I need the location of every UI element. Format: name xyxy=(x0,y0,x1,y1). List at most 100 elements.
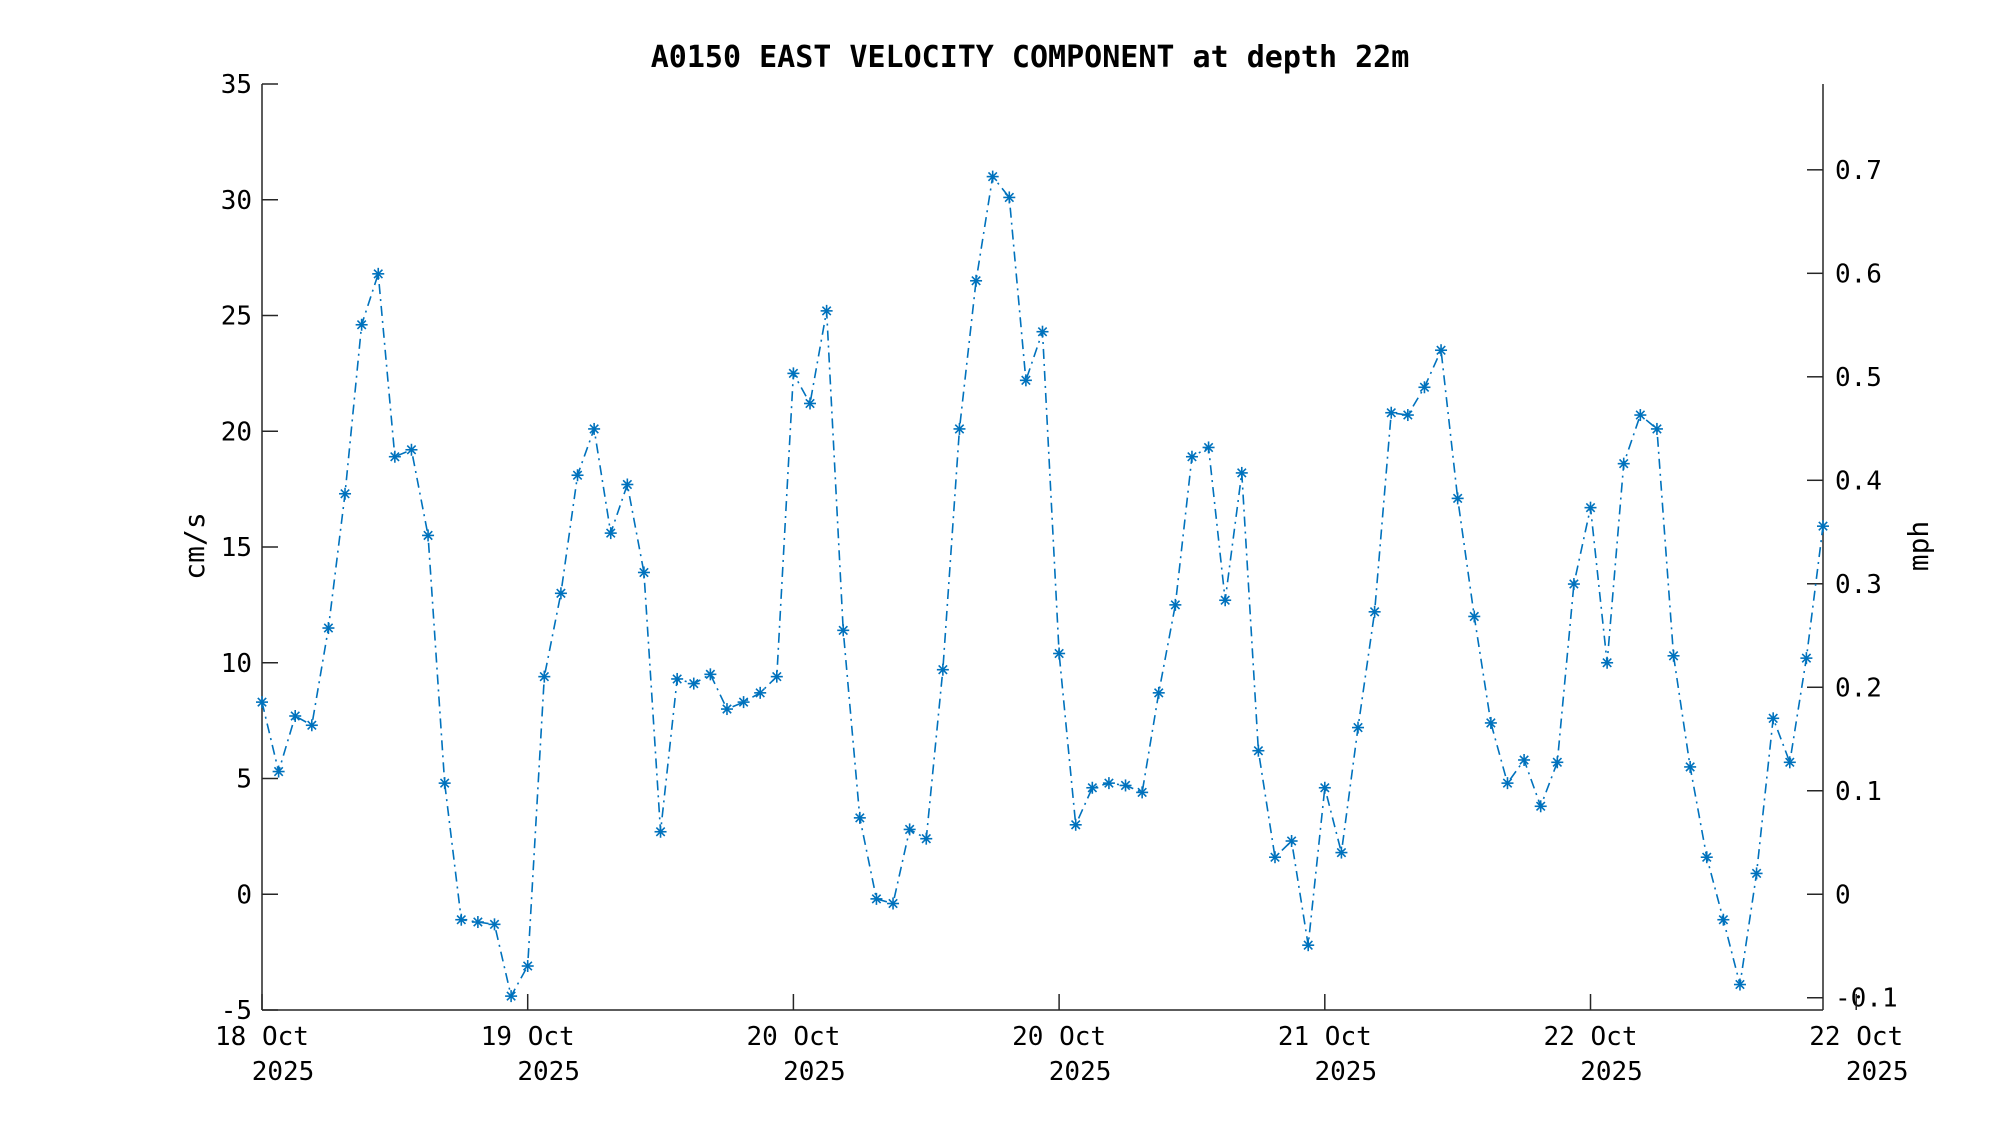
data-point xyxy=(1252,744,1265,757)
y-tick-label-right: 0.7 xyxy=(1835,156,1882,186)
data-point xyxy=(1518,753,1531,766)
y-tick-label-right: 0.6 xyxy=(1835,259,1882,289)
x-tick-label-date: 20 Oct xyxy=(1012,1022,1106,1052)
data-point xyxy=(1086,781,1099,794)
y-tick-label-left: 35 xyxy=(221,70,252,100)
y-tick-label-right: 0.3 xyxy=(1835,570,1882,600)
data-point xyxy=(1684,760,1697,773)
y-tick-label-right: 0.2 xyxy=(1835,673,1882,703)
data-point xyxy=(687,677,700,690)
data-point xyxy=(704,668,717,681)
data-point xyxy=(372,267,385,280)
data-point xyxy=(787,367,800,380)
data-point xyxy=(1767,712,1780,725)
x-tick-label-date: 22 Oct xyxy=(1809,1022,1903,1052)
series-layer xyxy=(256,170,1829,1003)
data-point xyxy=(1136,786,1149,799)
data-point xyxy=(322,622,335,635)
data-point xyxy=(1667,649,1680,662)
x-tick-label-date: 20 Oct xyxy=(746,1022,840,1052)
data-point xyxy=(953,422,966,435)
data-point xyxy=(1102,777,1115,790)
data-point xyxy=(1601,656,1614,669)
y-tick-label-left: 15 xyxy=(221,533,252,563)
data-point xyxy=(1352,721,1365,734)
data-point xyxy=(305,719,318,732)
data-point xyxy=(1435,344,1448,357)
data-point xyxy=(654,825,667,838)
data-point xyxy=(1617,457,1630,470)
data-point xyxy=(1003,191,1016,204)
y-tick-label-right: 0 xyxy=(1835,880,1851,910)
data-point xyxy=(870,892,883,905)
data-point xyxy=(1219,594,1232,607)
data-point xyxy=(1385,406,1398,419)
data-point xyxy=(920,832,933,845)
x-tick-label-year: 2025 xyxy=(1314,1057,1377,1087)
data-point xyxy=(521,960,534,973)
data-point xyxy=(388,450,401,463)
data-point xyxy=(1019,374,1032,387)
x-tick-label-date: 18 Oct xyxy=(215,1022,309,1052)
data-point xyxy=(256,696,268,709)
data-point xyxy=(936,663,949,676)
data-point xyxy=(355,318,368,331)
data-point xyxy=(970,274,983,287)
data-point xyxy=(422,529,435,542)
data-point xyxy=(1185,450,1198,463)
y-tick-label-left: 30 xyxy=(221,186,252,216)
data-point xyxy=(804,397,817,410)
data-point xyxy=(754,686,767,699)
data-point xyxy=(1717,913,1730,926)
data-point xyxy=(1268,851,1281,864)
y-tick-label-left: 0 xyxy=(236,880,252,910)
y-tick-label-right: 0.4 xyxy=(1835,466,1882,496)
data-point xyxy=(471,916,484,929)
data-point xyxy=(1567,578,1580,591)
data-point xyxy=(1169,598,1182,611)
data-point xyxy=(770,670,783,683)
x-tick-label-year: 2025 xyxy=(517,1057,580,1087)
data-point xyxy=(1152,686,1165,699)
data-point xyxy=(903,823,916,836)
y-axis-label-left: cm/s xyxy=(178,512,211,579)
y-tick-label-left: -5 xyxy=(221,996,252,1026)
x-tick-label-year: 2025 xyxy=(1049,1057,1112,1087)
x-tick-label-year: 2025 xyxy=(783,1057,846,1087)
data-point xyxy=(1318,781,1331,794)
data-point xyxy=(671,672,684,685)
y-tick-label-left: 20 xyxy=(221,417,252,447)
data-point xyxy=(1302,939,1315,952)
data-point xyxy=(1750,867,1763,880)
data-point xyxy=(1534,800,1547,813)
data-point xyxy=(837,624,850,637)
y-tick-label-left: 10 xyxy=(221,649,252,679)
data-point xyxy=(405,443,418,456)
data-point xyxy=(1235,466,1248,479)
data-point xyxy=(289,709,302,722)
data-point xyxy=(1650,422,1663,435)
chart-title: A0150 EAST VELOCITY COMPONENT at depth 2… xyxy=(651,40,1410,75)
data-point xyxy=(820,304,833,317)
data-point xyxy=(538,670,551,683)
data-point xyxy=(1053,647,1066,660)
data-point xyxy=(621,478,634,491)
y-tick-label-right: 0.5 xyxy=(1835,363,1882,393)
data-point xyxy=(588,422,601,435)
data-point xyxy=(1817,520,1829,533)
data-point xyxy=(1335,846,1348,859)
data-point xyxy=(1551,756,1564,769)
data-point xyxy=(1501,777,1514,790)
y-axis-label-right: mph xyxy=(1902,521,1935,572)
data-point xyxy=(887,897,900,910)
data-point xyxy=(1451,492,1464,505)
data-point xyxy=(505,990,518,1003)
data-point xyxy=(737,696,750,709)
data-point xyxy=(554,587,567,600)
data-point xyxy=(720,703,733,716)
data-point xyxy=(853,811,866,824)
x-tick-label-year: 2025 xyxy=(252,1057,315,1087)
data-point xyxy=(1634,409,1647,422)
y-tick-label-left: 5 xyxy=(236,765,252,795)
